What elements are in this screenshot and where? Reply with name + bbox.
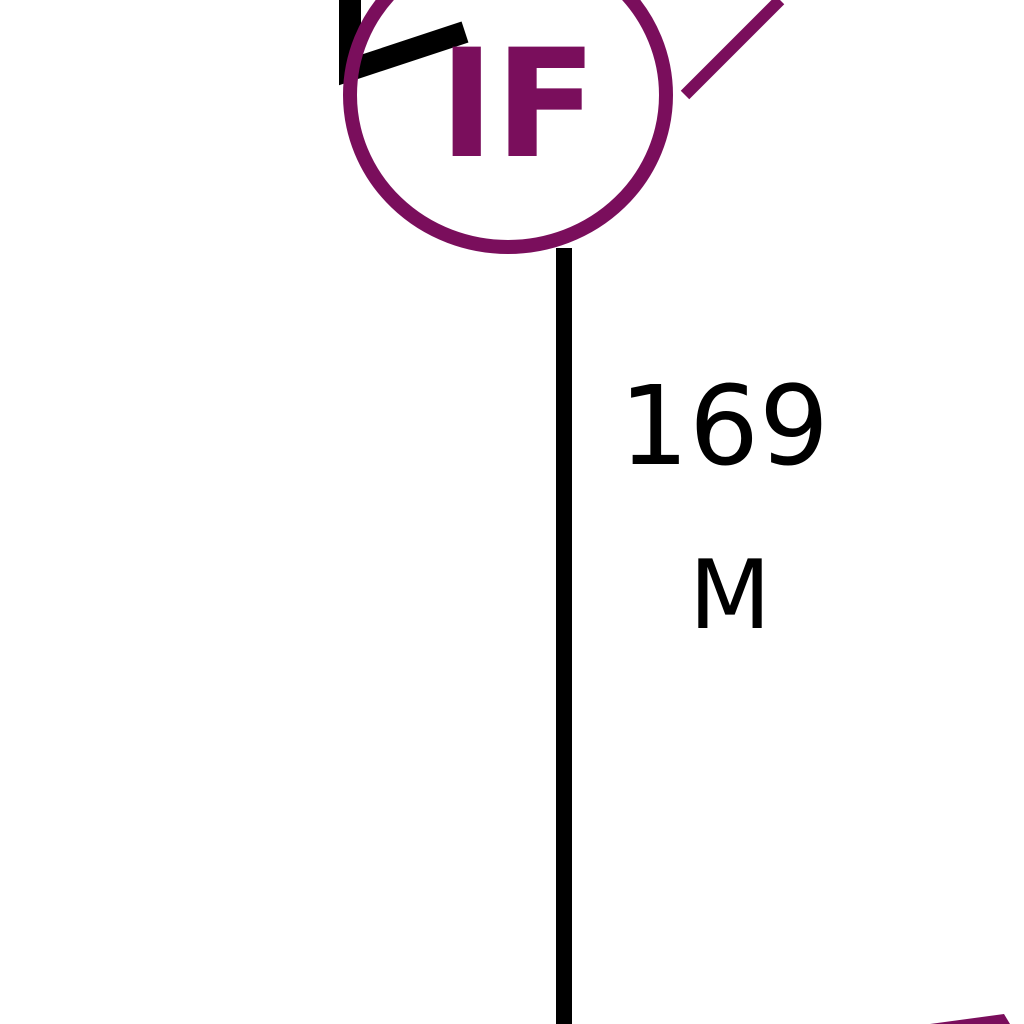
leg-distance: 169 [619, 362, 829, 490]
fix-circle-icon [343, 0, 673, 254]
fix-label: IF [439, 18, 597, 192]
fix-symbol: IF [343, 0, 785, 254]
partial-route-segment [930, 1014, 1010, 1024]
feeder-route-line [680, 0, 785, 100]
leg-distance-unit: M [689, 541, 771, 651]
